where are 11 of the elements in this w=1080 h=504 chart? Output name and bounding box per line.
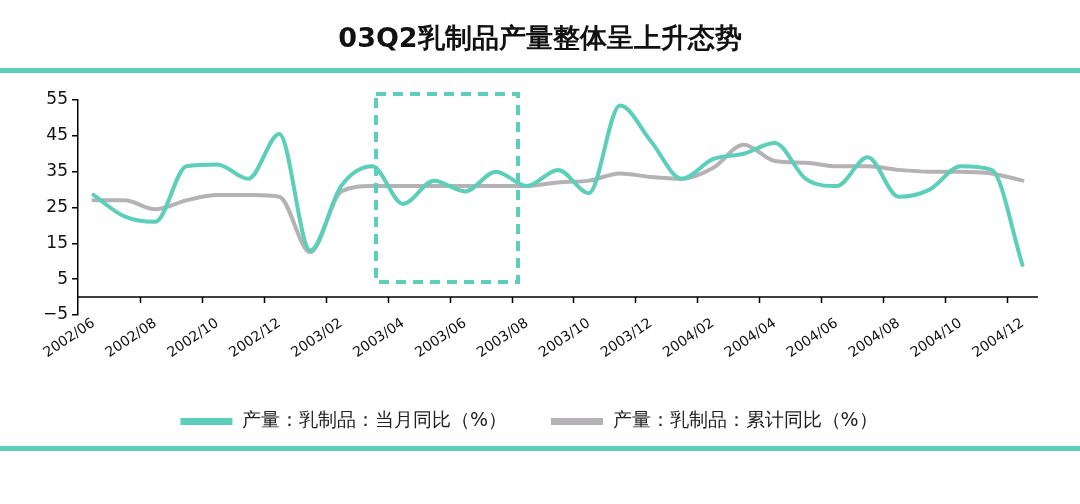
- y-tick-label: 55: [46, 88, 68, 109]
- y-tick-label: 5: [57, 267, 68, 288]
- y-tick-label: −5: [42, 303, 68, 324]
- line-series: [91, 103, 1025, 267]
- y-tick-label: 25: [46, 195, 68, 216]
- legend-label: 产量：乳制品：累计同比（%）: [612, 408, 878, 431]
- chart-title: 03Q2乳制品产量整体呈上升态势: [337, 21, 743, 55]
- y-tick-label: 45: [46, 124, 68, 145]
- legend-label: 产量：乳制品：当月同比（%）: [241, 408, 508, 431]
- y-tick-label: 15: [46, 231, 68, 252]
- y-tick-label: 35: [46, 160, 68, 181]
